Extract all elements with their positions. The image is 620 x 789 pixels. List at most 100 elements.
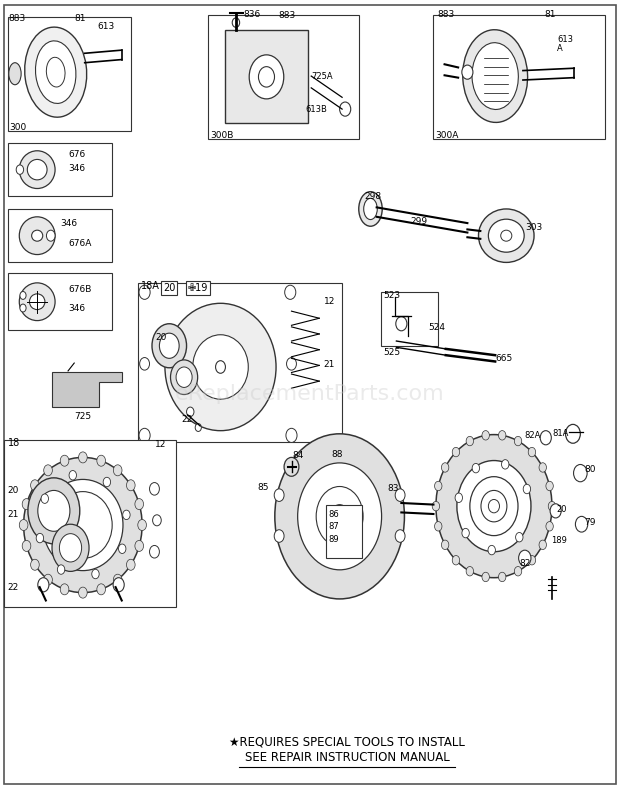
Ellipse shape xyxy=(43,480,123,570)
Circle shape xyxy=(515,567,522,576)
Text: 346: 346 xyxy=(68,304,85,312)
Circle shape xyxy=(60,455,69,466)
Text: 676B: 676B xyxy=(68,285,91,294)
Ellipse shape xyxy=(53,492,112,559)
Circle shape xyxy=(30,480,39,491)
Circle shape xyxy=(249,55,284,99)
Ellipse shape xyxy=(501,230,512,241)
Circle shape xyxy=(274,489,284,502)
Circle shape xyxy=(58,565,64,574)
Circle shape xyxy=(195,424,202,432)
Text: 12: 12 xyxy=(154,439,166,448)
Ellipse shape xyxy=(165,303,276,431)
Circle shape xyxy=(316,487,363,546)
Text: 18: 18 xyxy=(7,438,20,448)
Bar xyxy=(433,15,605,139)
Text: 883: 883 xyxy=(437,10,454,19)
Circle shape xyxy=(523,484,531,494)
Bar xyxy=(7,17,131,131)
Circle shape xyxy=(149,483,159,495)
Text: 300: 300 xyxy=(9,122,27,132)
Circle shape xyxy=(275,434,404,599)
Circle shape xyxy=(113,465,122,476)
Circle shape xyxy=(28,478,80,544)
Text: 665: 665 xyxy=(495,353,512,363)
Text: 524: 524 xyxy=(428,323,446,332)
Circle shape xyxy=(97,455,105,466)
Text: 84: 84 xyxy=(293,451,304,459)
Circle shape xyxy=(44,465,52,476)
Circle shape xyxy=(498,431,506,440)
Circle shape xyxy=(79,452,87,463)
Ellipse shape xyxy=(364,198,378,219)
Circle shape xyxy=(22,499,31,510)
Circle shape xyxy=(452,555,459,565)
Ellipse shape xyxy=(479,209,534,263)
Text: 79: 79 xyxy=(584,518,596,527)
Ellipse shape xyxy=(35,41,76,103)
Text: 20: 20 xyxy=(557,505,567,514)
Text: 189: 189 xyxy=(551,537,567,545)
Text: 346: 346 xyxy=(68,164,85,174)
Text: 299: 299 xyxy=(410,217,427,226)
Ellipse shape xyxy=(489,219,524,252)
Circle shape xyxy=(41,494,48,503)
Circle shape xyxy=(528,555,536,565)
Circle shape xyxy=(20,304,26,312)
Circle shape xyxy=(159,333,179,358)
Text: 725: 725 xyxy=(74,412,91,421)
Circle shape xyxy=(472,463,479,473)
Circle shape xyxy=(170,360,198,394)
Circle shape xyxy=(528,447,536,457)
Circle shape xyxy=(298,463,381,570)
Text: 21: 21 xyxy=(324,360,335,369)
Text: 21: 21 xyxy=(7,510,19,518)
Text: 20: 20 xyxy=(156,334,167,342)
Text: 81A: 81A xyxy=(552,429,569,439)
Bar xyxy=(208,15,360,139)
Circle shape xyxy=(488,545,495,555)
Bar xyxy=(7,143,112,196)
Bar xyxy=(326,505,362,558)
Ellipse shape xyxy=(24,458,142,593)
Circle shape xyxy=(432,502,440,510)
Circle shape xyxy=(176,367,192,387)
Circle shape xyxy=(539,540,546,550)
Ellipse shape xyxy=(30,294,45,309)
Circle shape xyxy=(30,559,39,570)
Circle shape xyxy=(395,489,405,502)
Circle shape xyxy=(274,529,284,542)
Text: 525: 525 xyxy=(383,348,400,357)
Text: ★REQUIRES SPECIAL TOOLS TO INSTALL: ★REQUIRES SPECIAL TOOLS TO INSTALL xyxy=(229,735,465,749)
Circle shape xyxy=(565,424,580,443)
Ellipse shape xyxy=(470,477,518,536)
Circle shape xyxy=(540,431,551,445)
Circle shape xyxy=(92,570,99,579)
Circle shape xyxy=(52,524,89,571)
Circle shape xyxy=(123,510,130,520)
Circle shape xyxy=(452,447,459,457)
Text: 85: 85 xyxy=(257,483,269,492)
Circle shape xyxy=(153,514,161,525)
Circle shape xyxy=(46,230,55,241)
Circle shape xyxy=(135,540,144,552)
Circle shape xyxy=(515,436,522,446)
Text: 523: 523 xyxy=(383,291,400,300)
Circle shape xyxy=(139,428,150,443)
Circle shape xyxy=(187,407,194,417)
Text: 22: 22 xyxy=(182,415,193,424)
Circle shape xyxy=(286,357,296,370)
Circle shape xyxy=(216,361,226,373)
Circle shape xyxy=(286,428,297,443)
Circle shape xyxy=(462,65,473,79)
Text: 80: 80 xyxy=(585,466,596,474)
Circle shape xyxy=(466,436,474,446)
Text: 20: 20 xyxy=(163,282,175,293)
Ellipse shape xyxy=(9,62,21,84)
Text: 298: 298 xyxy=(365,192,381,201)
Circle shape xyxy=(140,357,149,370)
Ellipse shape xyxy=(481,491,507,522)
Circle shape xyxy=(482,431,489,440)
Ellipse shape xyxy=(193,335,248,399)
Circle shape xyxy=(16,165,24,174)
